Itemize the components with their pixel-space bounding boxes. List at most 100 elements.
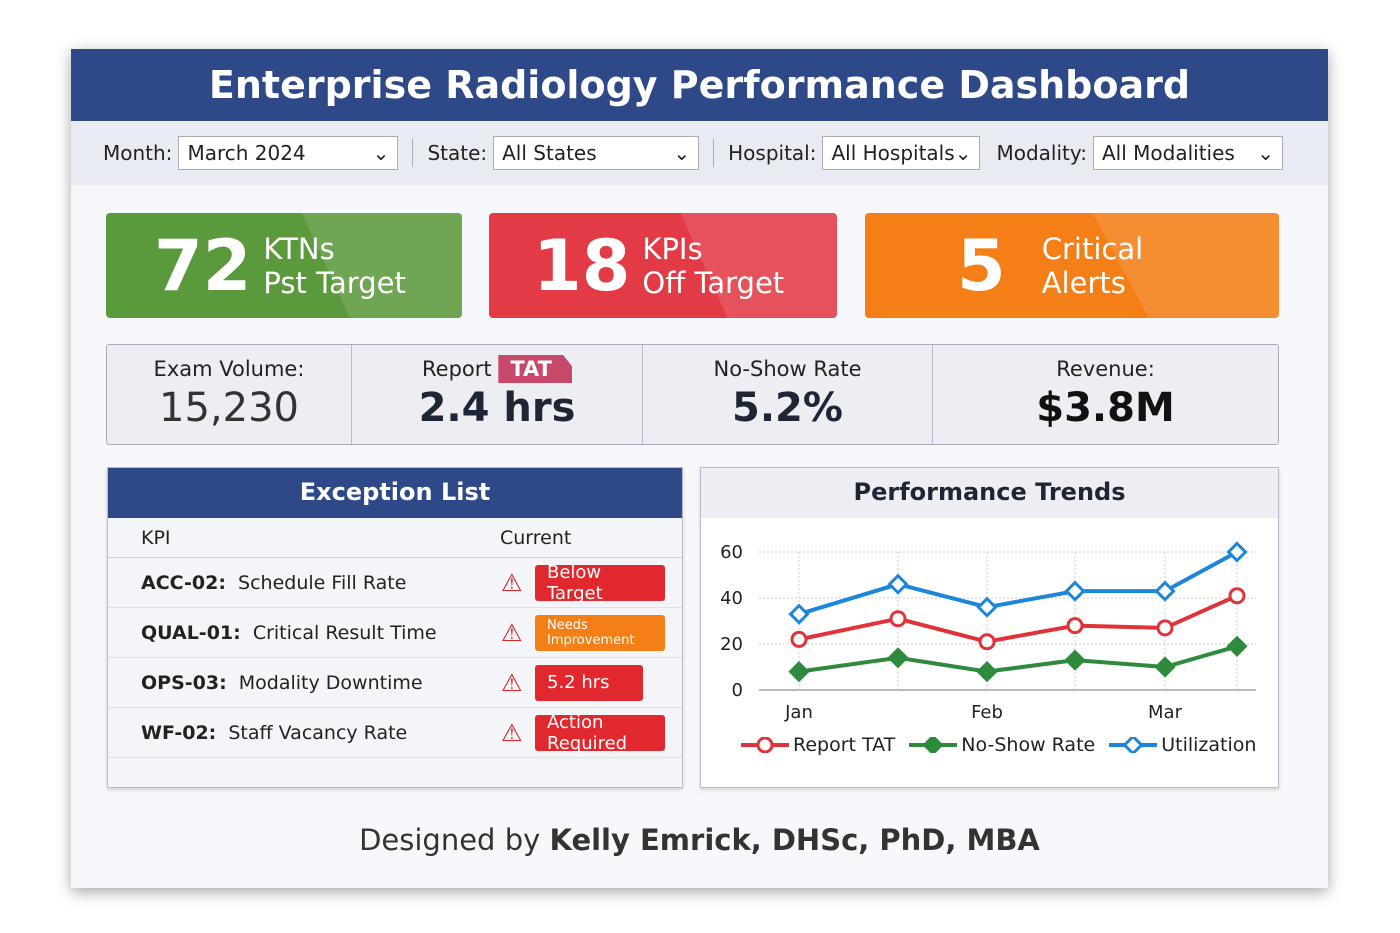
legend-label: Utilization <box>1161 734 1257 756</box>
stats-bar: Exam Volume: 15,230 Report TAT 2.4 hrs No-… <box>106 344 1279 445</box>
kpi-name: ACC-02: Schedule Fill Rate <box>141 571 407 594</box>
x-tick-label: Jan <box>784 702 813 723</box>
data-point <box>790 630 808 648</box>
line-chart: 0 20 40 60 Jan Feb Mar <box>720 541 1256 723</box>
data-point <box>1154 580 1176 602</box>
card-label: Critical <box>1041 231 1144 266</box>
hospital-select[interactable]: All Hospitals ⌄ <box>822 136 981 170</box>
filter-state: State: All States ⌄ <box>427 136 700 170</box>
data-point <box>887 647 909 669</box>
filter-month: Month: March 2024 ⌄ <box>103 136 399 170</box>
card-label: KTNs <box>263 231 335 266</box>
filter-label: Hospital: <box>728 141 817 165</box>
status-badge: 5.2 hrs <box>535 664 643 701</box>
state-select[interactable]: All States ⌄ <box>493 136 700 170</box>
card-label: KPIs <box>642 231 703 266</box>
series-line <box>798 644 1238 674</box>
data-point <box>887 573 909 595</box>
card-label: Pst Target <box>263 265 406 300</box>
legend-item: No-Show Rate <box>909 734 1095 756</box>
stat-value: 2.4 hrs <box>418 385 576 431</box>
card-label: Alerts <box>1041 265 1126 300</box>
panel-title: Performance Trends <box>701 468 1278 518</box>
kpi-card-past-target[interactable]: 72 KTNs Pst Target <box>106 213 462 318</box>
chevron-down-icon: ⌄ <box>372 141 390 165</box>
legend-marker-icon <box>1109 737 1158 753</box>
table-header: KPI Current <box>108 518 682 558</box>
legend-label: No-Show Rate <box>961 734 1096 756</box>
filter-label: Month: <box>103 141 173 165</box>
chevron-down-icon: ⌄ <box>673 141 691 165</box>
month-select[interactable]: March 2024 ⌄ <box>178 136 399 170</box>
select-value: All Modalities <box>1102 141 1235 165</box>
filter-hospital: Hospital: All Hospitals ⌄ <box>728 136 981 170</box>
y-tick-label: 20 <box>720 634 743 655</box>
divider <box>412 139 414 167</box>
table-row[interactable]: ACC-02: Schedule Fill Rate ⚠ Below Target <box>108 558 682 608</box>
footer-prefix: Designed by <box>359 823 550 857</box>
tat-tag: TAT <box>498 355 572 383</box>
legend-item: Report TAT <box>741 734 895 756</box>
legend-label: Report TAT <box>793 734 896 756</box>
x-tick-label: Feb <box>971 702 1003 723</box>
stat-value: $3.8M <box>1036 385 1175 431</box>
series-line <box>798 550 1238 617</box>
data-point <box>978 633 996 651</box>
x-tick-label: Mar <box>1148 702 1183 723</box>
table-row[interactable]: QUAL-01: Critical Result Time ⚠ Needs Impr… <box>108 608 682 658</box>
warning-icon: ⚠ <box>501 668 523 697</box>
y-tick-label: 60 <box>720 542 743 563</box>
card-value: 18 <box>533 224 631 307</box>
data-point <box>976 596 998 618</box>
data-point <box>1066 617 1084 635</box>
data-point <box>788 603 810 625</box>
select-value: All States <box>502 141 597 165</box>
select-value: All Hospitals <box>831 141 955 165</box>
stat-value: 15,230 <box>159 385 299 431</box>
status-badge: Action Required <box>535 712 665 754</box>
legend-marker-icon <box>741 737 789 753</box>
data-point <box>976 660 998 683</box>
data-point <box>1064 580 1086 602</box>
footer-credit: Designed by Kelly Emrick, DHSc, PhD, MBA <box>71 823 1328 857</box>
stat-label: Revenue: <box>1056 357 1155 381</box>
warning-icon: ⚠ <box>501 718 523 747</box>
table-row[interactable]: WF-02: Staff Vacancy Rate ⚠ Action Require… <box>108 708 682 758</box>
card-label: Off Target <box>642 265 785 300</box>
stat-report-tat: Report TAT 2.4 hrs <box>352 345 643 444</box>
column-header: KPI <box>141 526 171 549</box>
kpi-card-critical-alerts[interactable]: 5 Critical Alerts <box>865 213 1279 318</box>
kpi-name: OPS-03: Modality Downtime <box>141 671 423 694</box>
data-point <box>1226 541 1248 563</box>
page-title: Enterprise Radiology Performance Dashboa… <box>71 49 1328 121</box>
y-tick-label: 40 <box>720 588 743 609</box>
chevron-down-icon: ⌄ <box>954 141 972 165</box>
table-row[interactable]: OPS-03: Modality Downtime ⚠ 5.2 hrs <box>108 658 682 708</box>
modality-select[interactable]: All Modalities ⌄ <box>1093 136 1283 170</box>
divider <box>713 139 715 167</box>
panel-title: Exception List <box>108 468 682 518</box>
chart-legend: Report TAT No-Show Rate Utilization <box>741 734 1256 756</box>
stat-label: Exam Volume: <box>153 357 305 381</box>
performance-trends-panel: Performance Trends 0 20 40 60 Jan Feb Mar Repo… <box>700 467 1279 788</box>
data-point <box>788 660 810 683</box>
data-point <box>1154 656 1176 678</box>
stat-value: 5.2% <box>732 385 843 431</box>
kpi-card-off-target[interactable]: 18 KPIs Off Target <box>489 213 837 318</box>
stat-label: Report <box>422 357 492 381</box>
data-point <box>1226 635 1248 657</box>
data-point <box>1228 587 1246 605</box>
data-point <box>1156 619 1174 637</box>
table-row-empty <box>108 758 682 808</box>
stat-exam-volume: Exam Volume: 15,230 <box>107 345 352 444</box>
chevron-down-icon: ⌄ <box>1257 141 1274 165</box>
series-line <box>798 593 1238 644</box>
stat-label: No-Show Rate <box>713 357 862 381</box>
kpi-name: QUAL-01: Critical Result Time <box>141 621 437 644</box>
legend-item: Utilization <box>1109 734 1256 756</box>
legend-marker-icon <box>909 737 958 753</box>
filter-label: Modality: <box>996 141 1087 165</box>
footer-author: Kelly Emrick, DHSc, PhD, MBA <box>549 823 1040 857</box>
y-tick-label: 0 <box>732 680 743 701</box>
kpi-name: WF-02: Staff Vacancy Rate <box>141 721 408 744</box>
